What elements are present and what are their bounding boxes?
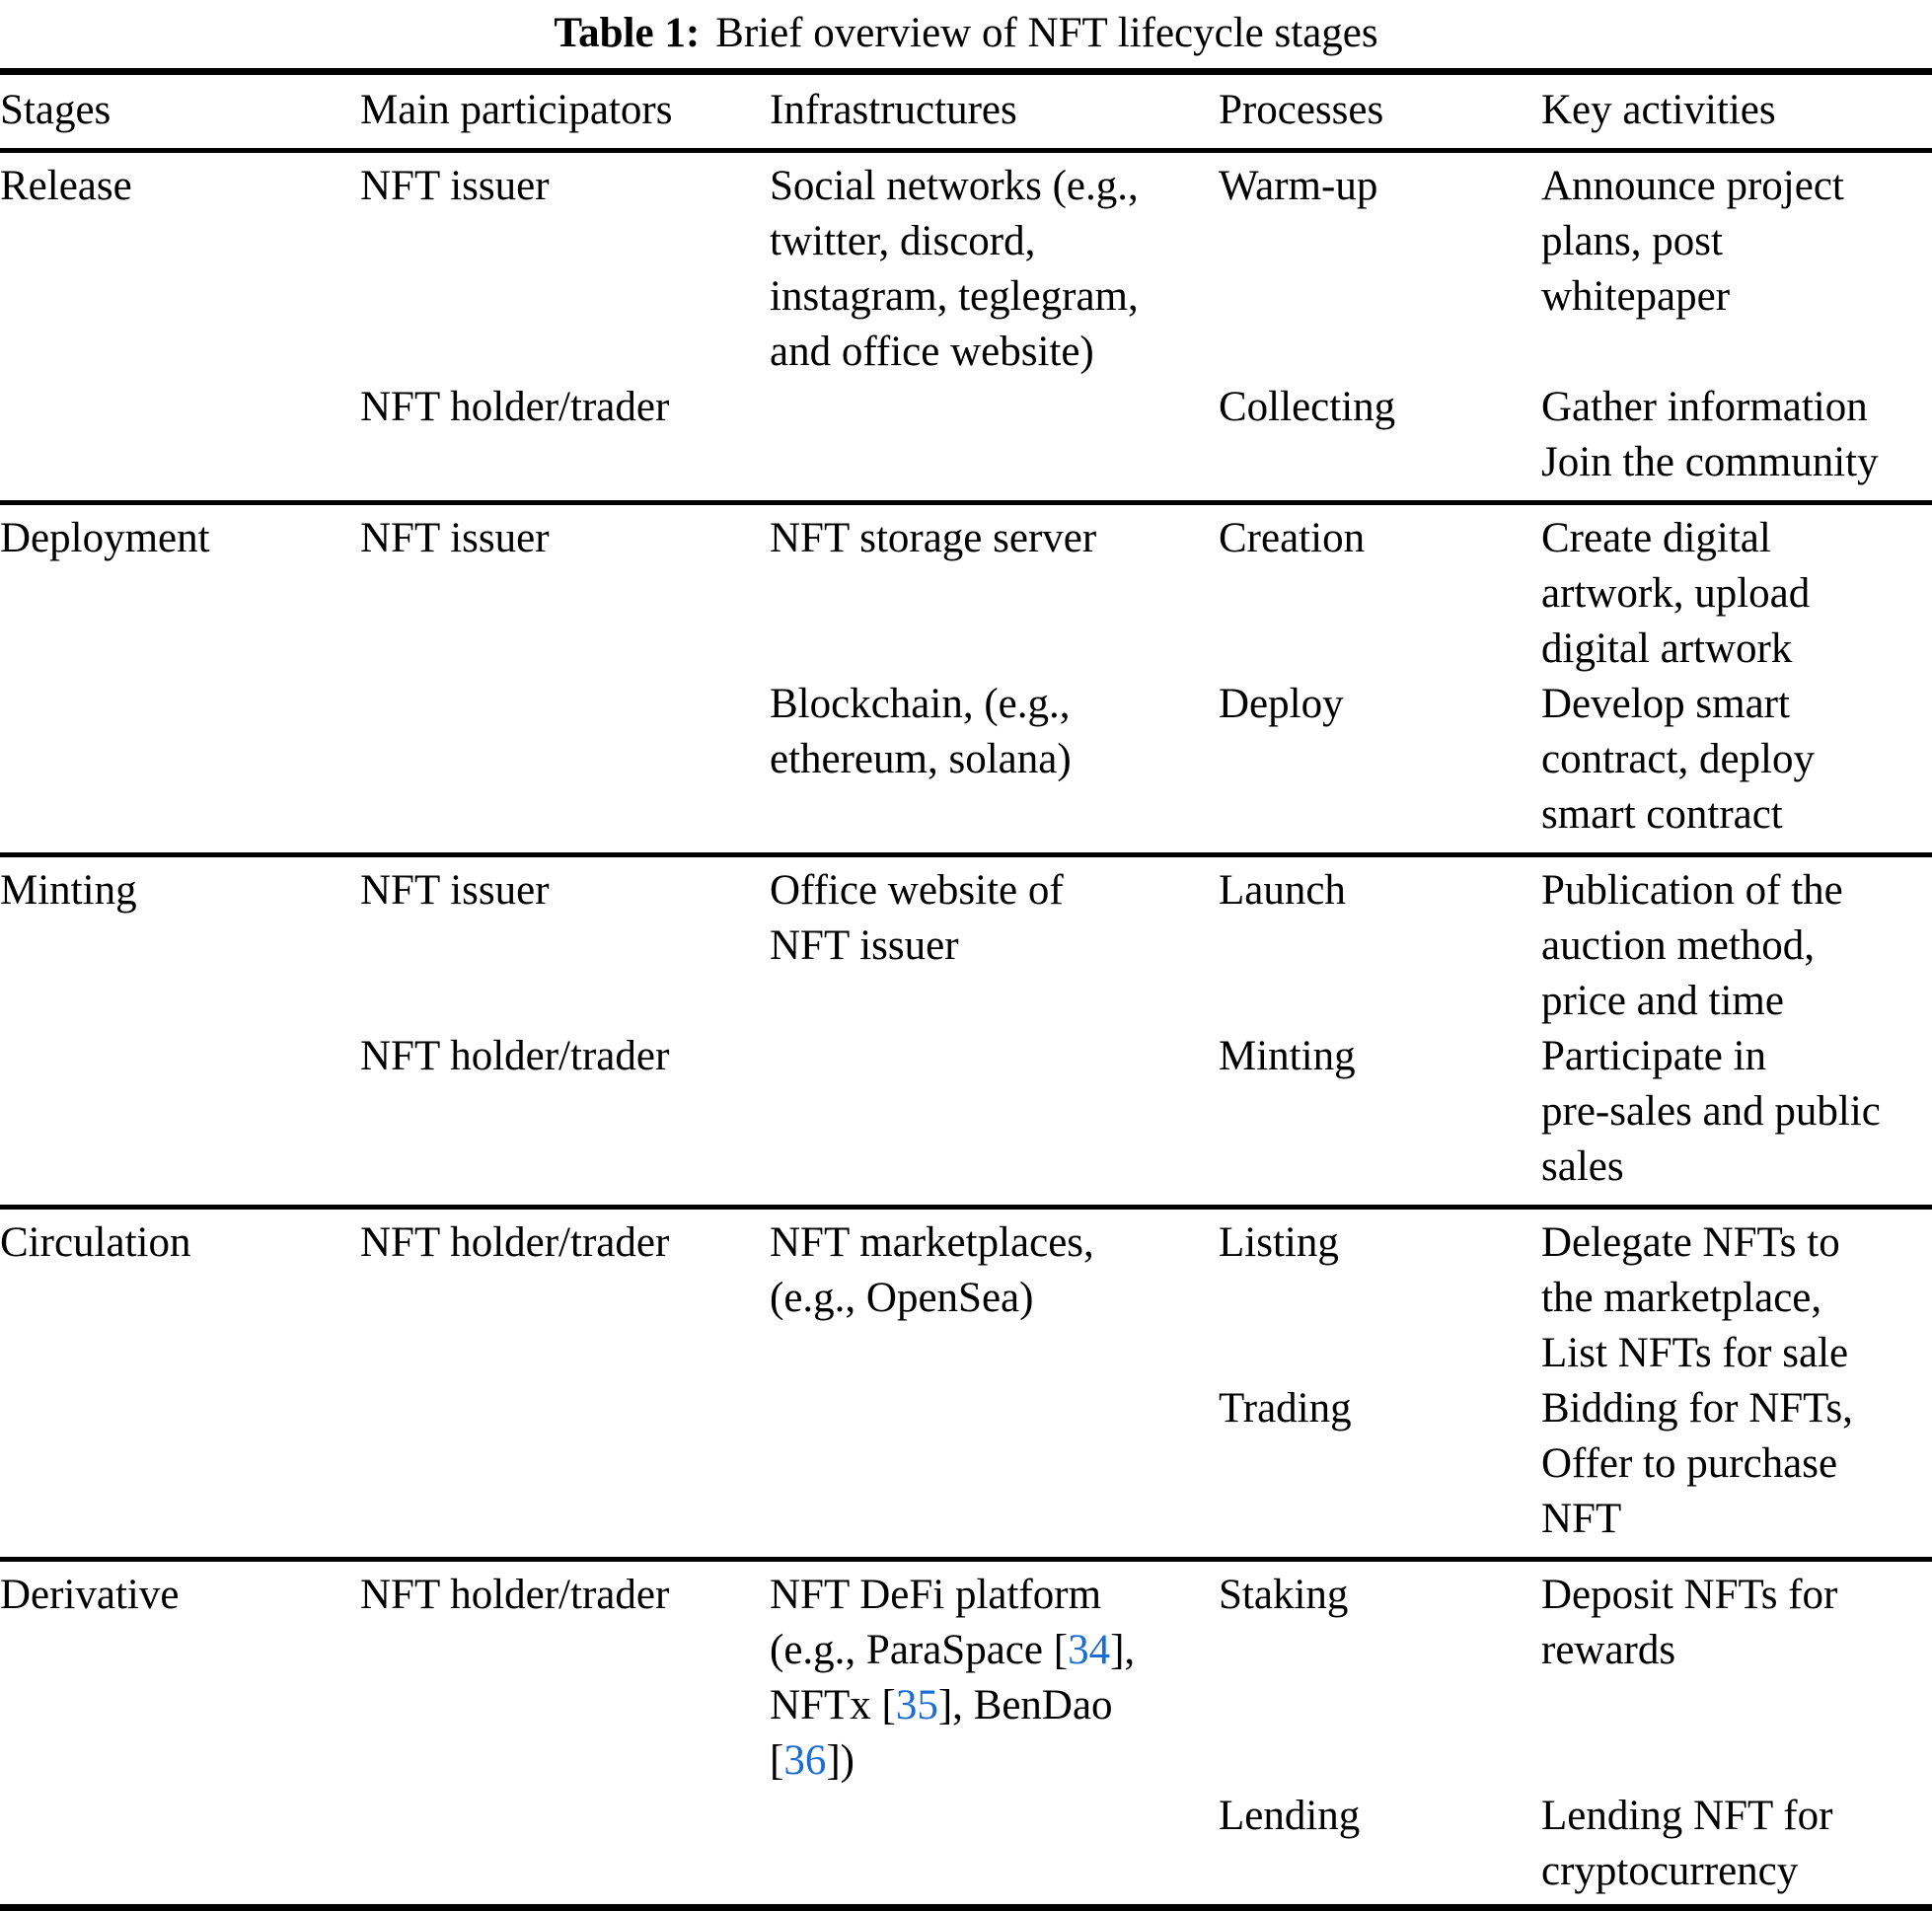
stage-name-cell: Derivative xyxy=(0,1572,180,1618)
activities-cell: Deposit NFTs for rewards xyxy=(1541,1572,1838,1673)
table-caption: Table 1: Brief overview of NFT lifecycle … xyxy=(0,0,1932,68)
infrastructure-cell xyxy=(770,1029,1219,1195)
infrastructure-cell xyxy=(770,1789,1219,1899)
stage-grid: Release NFT issuer Social networks (e.g.… xyxy=(0,159,1932,490)
table-caption-label: Table 1: xyxy=(554,10,701,56)
stage-grid: Circulation NFT holder/trader NFT market… xyxy=(0,1215,1932,1547)
empty-cell xyxy=(0,1381,360,1547)
activities-cell: Create digital artwork, upload digital a… xyxy=(1541,515,1811,672)
participator-cell: NFT holder/trader xyxy=(360,1572,670,1618)
stage-row: Release NFT issuer Social networks (e.g.… xyxy=(0,153,1932,500)
column-header-infrastructures: Infrastructures xyxy=(770,87,1017,133)
process-cell: Creation xyxy=(1219,515,1366,561)
empty-cell xyxy=(0,1789,360,1899)
infrastructure-cell: Social networks (e.g., twitter, discord,… xyxy=(770,163,1139,375)
table-bottom-rule xyxy=(0,1904,1932,1911)
process-cell: Trading xyxy=(1219,1385,1352,1432)
stage-row: Derivative NFT holder/trader NFT DeFi pl… xyxy=(0,1562,1932,1904)
activities-cell: Delegate NFTs to the marketplace, List N… xyxy=(1541,1219,1849,1376)
participator-cell: NFT issuer xyxy=(360,163,550,209)
infrastructure-cell xyxy=(770,380,1219,490)
infrastructure-cell: Office website of NFT issuer xyxy=(770,867,1064,969)
stage-name-cell: Minting xyxy=(0,867,137,914)
stage-name-cell: Circulation xyxy=(0,1219,191,1266)
stage-row: Minting NFT issuer Office website of NFT… xyxy=(0,857,1932,1205)
process-cell: Collecting xyxy=(1219,384,1396,430)
row-divider-rule xyxy=(0,1557,1932,1562)
activities-cell: Lending NFT for cryptocurrency xyxy=(1541,1793,1833,1894)
activities-cell: Gather information Join the community xyxy=(1541,384,1879,485)
stage-grid: Minting NFT issuer Office website of NFT… xyxy=(0,863,1932,1195)
empty-cell xyxy=(0,677,360,843)
row-divider-rule xyxy=(0,500,1932,505)
process-cell: Listing xyxy=(1219,1219,1339,1266)
infrastructure-cell: NFT marketplaces, (e.g., OpenSea) xyxy=(770,1219,1094,1321)
activities-cell: Develop smart contract, deploy smart con… xyxy=(1541,681,1816,838)
row-divider-rule xyxy=(0,852,1932,857)
activities-cell: Publication of the auction method, price… xyxy=(1541,867,1843,1024)
citation-link[interactable]: 34 xyxy=(1068,1627,1111,1673)
participator-cell xyxy=(360,677,770,843)
infrastructure-cell: NFT storage server xyxy=(770,515,1097,561)
activities-cell: Participate in pre-sales and public sale… xyxy=(1541,1033,1881,1190)
stage-row: Deployment NFT issuer NFT storage server… xyxy=(0,505,1932,852)
column-header-main-participators: Main participators xyxy=(360,87,673,133)
stage-grid: Derivative NFT holder/trader NFT DeFi pl… xyxy=(0,1568,1932,1899)
participator-cell xyxy=(360,1381,770,1547)
participator-cell xyxy=(360,1789,770,1899)
participator-cell: NFT holder/trader xyxy=(360,384,670,430)
empty-cell xyxy=(0,380,360,490)
participator-cell: NFT holder/trader xyxy=(360,1033,670,1079)
empty-cell xyxy=(0,1029,360,1195)
participator-cell: NFT issuer xyxy=(360,515,550,561)
stage-grid: Deployment NFT issuer NFT storage server… xyxy=(0,511,1932,843)
process-cell: Launch xyxy=(1219,867,1346,914)
text-segment: NFT DeFi platform (e.g., ParaSpace [ xyxy=(770,1572,1102,1673)
text-segment: ], NFTx [ xyxy=(770,1627,1136,1728)
stage-name-cell: Release xyxy=(0,163,132,209)
activities-cell: Bidding for NFTs, Offer to purchase NFT xyxy=(1541,1385,1853,1542)
text-segment: ], BenDao [ xyxy=(770,1682,1113,1784)
process-cell: Minting xyxy=(1219,1033,1356,1079)
citation-link[interactable]: 35 xyxy=(895,1682,938,1728)
participator-cell: NFT issuer xyxy=(360,867,550,914)
process-cell: Staking xyxy=(1219,1572,1349,1618)
stage-name-cell: Deployment xyxy=(0,515,210,561)
citation-link[interactable]: 36 xyxy=(783,1737,827,1784)
table-body: Release NFT issuer Social networks (e.g.… xyxy=(0,153,1932,1904)
process-cell: Lending xyxy=(1219,1793,1361,1839)
column-header-stages: Stages xyxy=(0,87,111,133)
process-cell: Warm-up xyxy=(1219,163,1378,209)
table-caption-text: Brief overview of NFT lifecycle stages xyxy=(715,10,1378,56)
row-divider-rule xyxy=(0,1205,1932,1210)
infrastructure-cell: NFT DeFi platform (e.g., ParaSpace [34],… xyxy=(770,1568,1219,1789)
participator-cell: NFT holder/trader xyxy=(360,1219,670,1266)
column-header-key-activities: Key activities xyxy=(1541,87,1776,133)
infrastructure-cell: Blockchain, (e.g., ethereum, solana) xyxy=(770,681,1072,782)
table-header-row: Stages Main participators Infrastructure… xyxy=(0,75,1932,148)
stage-row: Circulation NFT holder/trader NFT market… xyxy=(0,1210,1932,1557)
text-segment: ]) xyxy=(826,1737,855,1784)
infrastructure-cell xyxy=(770,1381,1219,1547)
header-rule xyxy=(0,148,1932,153)
table-top-rule xyxy=(0,68,1932,75)
column-header-processes: Processes xyxy=(1219,87,1384,133)
process-cell: Deploy xyxy=(1219,681,1344,727)
activities-cell: Announce project plans, post whitepaper xyxy=(1541,163,1844,320)
